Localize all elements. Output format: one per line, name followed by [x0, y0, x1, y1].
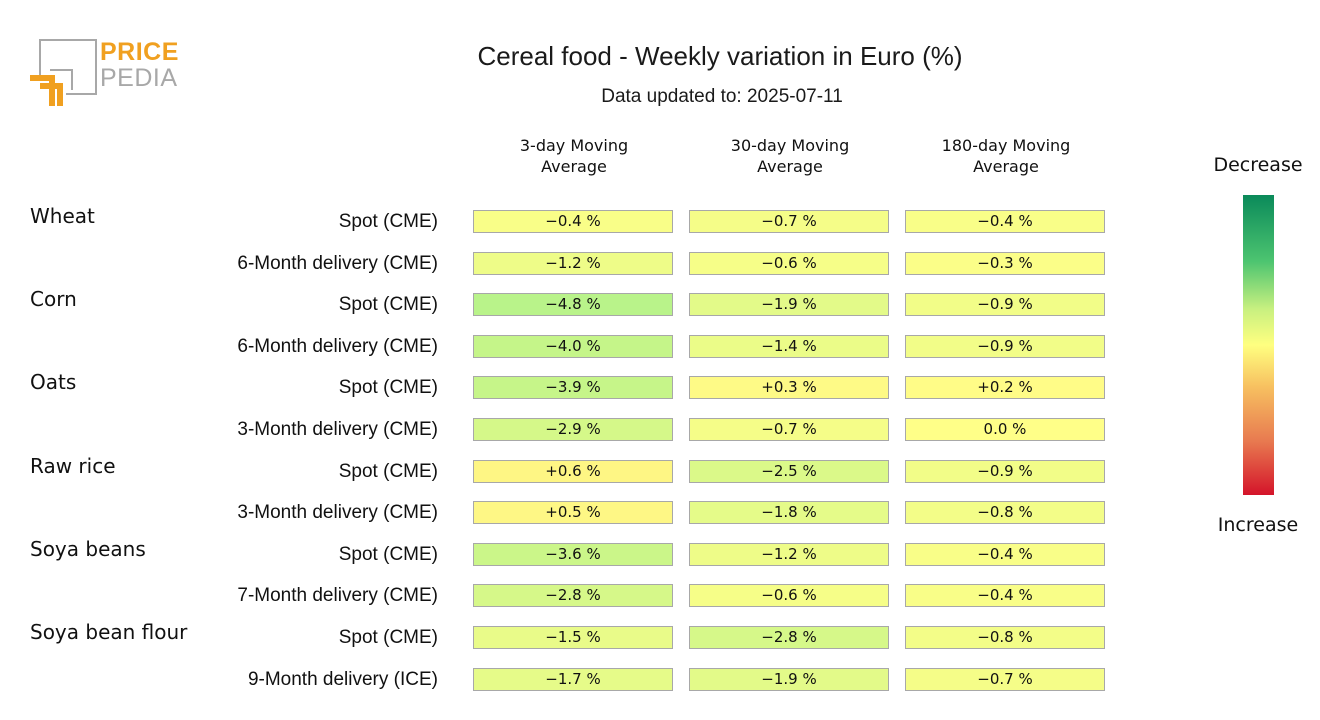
value-cell: −0.7 % — [689, 210, 889, 233]
value-cell: −0.4 % — [905, 542, 1105, 566]
value-cell: −2.9 % — [473, 418, 673, 441]
value-cell: −2.5 % — [689, 459, 889, 483]
value-cell: −0.9 % — [905, 293, 1105, 317]
value-cell: +0.2 % — [905, 376, 1105, 400]
value-cell: −3.9 % — [473, 376, 673, 400]
row-label: 7-Month delivery (CME) — [237, 585, 438, 607]
chart-title: Cereal food - Weekly variation in Euro (… — [477, 41, 963, 71]
commodity-group-label: Oats — [30, 370, 77, 395]
row-label: Spot (CME) — [338, 460, 438, 482]
value-cell: −4.0 % — [473, 334, 673, 358]
value-cell: −1.9 % — [689, 667, 889, 691]
column-header: 30-day Moving Average — [730, 136, 850, 176]
logo-text-pedia: PEDIA — [100, 64, 178, 92]
chart-subtitle: Data updated to: 2025-07-11 — [601, 86, 843, 107]
value-cell: −0.9 % — [905, 459, 1105, 483]
commodity-group-label: Raw rice — [30, 453, 116, 478]
legend-color-scale — [1243, 195, 1274, 495]
value-cell: +0.3 % — [689, 376, 889, 400]
value-cell: −0.8 % — [905, 501, 1105, 525]
row-label: 3-Month delivery (CME) — [237, 419, 438, 440]
legend-increase-label: Increase — [1217, 514, 1299, 536]
column-header: 3-day Moving Average — [519, 136, 629, 176]
value-cell: +0.5 % — [473, 501, 673, 525]
pricepedia-logo: PRICE PEDIA — [28, 36, 188, 110]
value-cell: −0.7 % — [689, 418, 889, 441]
row-label: Spot (CME) — [338, 543, 438, 565]
pricepedia-logo-mark — [30, 39, 97, 106]
value-cell: −1.8 % — [689, 501, 889, 525]
legend-decrease-label: Decrease — [1213, 154, 1303, 176]
value-cell: −1.2 % — [689, 542, 889, 566]
row-label: Spot (CME) — [338, 377, 438, 399]
row-label: 3-Month delivery (CME) — [237, 502, 438, 524]
value-cell: −0.4 % — [905, 584, 1105, 608]
row-label: Spot (CME) — [338, 294, 438, 316]
value-cell: −0.9 % — [905, 334, 1105, 358]
value-cell: −0.3 % — [905, 251, 1105, 275]
logo-text-price: PRICE — [100, 38, 179, 66]
value-cell: −0.6 % — [689, 584, 889, 608]
value-cell: −0.4 % — [905, 210, 1105, 233]
value-cell: −0.8 % — [905, 626, 1105, 649]
value-cell: −0.4 % — [473, 210, 673, 233]
commodity-group-label: Soya bean flour — [30, 620, 188, 644]
value-cell: −1.4 % — [689, 334, 889, 358]
value-cell: −0.7 % — [905, 667, 1105, 691]
value-cell: +0.6 % — [473, 459, 673, 483]
value-cell: −1.2 % — [473, 251, 673, 275]
column-header: 180-day Moving Average — [941, 136, 1071, 176]
value-cell: −1.9 % — [689, 293, 889, 317]
row-label: 6-Month delivery (CME) — [237, 335, 438, 357]
commodity-group-label: Soya beans — [30, 536, 146, 561]
value-cell: −4.8 % — [473, 293, 673, 317]
value-cell: −1.7 % — [473, 667, 673, 691]
value-cell: −1.5 % — [473, 626, 673, 649]
row-label: Spot (CME) — [338, 211, 438, 232]
row-label: Spot (CME) — [338, 627, 438, 648]
value-cell: 0.0 % — [905, 418, 1105, 441]
value-cell: −3.6 % — [473, 542, 673, 566]
value-cell: −2.8 % — [473, 584, 673, 608]
row-label: 6-Month delivery (CME) — [237, 252, 438, 274]
commodity-group-label: Corn — [30, 287, 77, 312]
row-label: 9-Month delivery (ICE) — [247, 668, 438, 690]
value-cell: −2.8 % — [689, 626, 889, 649]
commodity-group-label: Wheat — [30, 204, 95, 228]
value-cell: −0.6 % — [689, 251, 889, 275]
